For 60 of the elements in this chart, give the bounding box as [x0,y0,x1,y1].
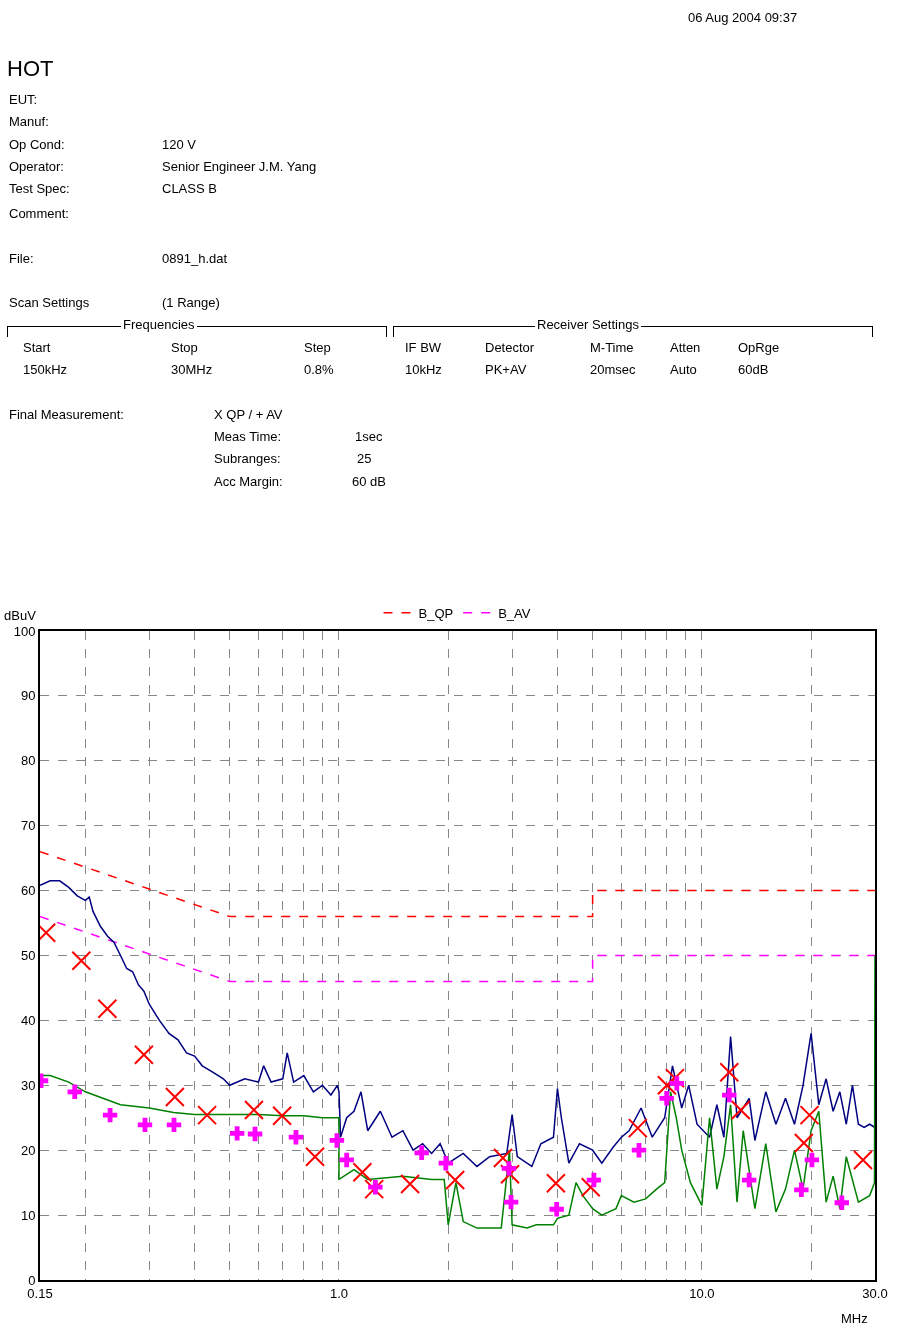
y-tick-label: 0 [28,1272,36,1288]
text: 20msec [588,362,638,377]
text: 25 [355,451,374,466]
text: IF BW [403,340,444,355]
text: Detector [483,340,537,355]
text: Start [21,340,53,355]
text: 1sec [353,429,385,444]
x-tick-label: 30.0 [862,1285,888,1301]
text: 06 Aug 2004 09:37 [686,10,800,25]
text: (1 Range) [160,295,222,310]
text: 60 dB [350,474,388,489]
y-tick-label: 70 [20,818,36,834]
text: 30MHz [169,362,215,377]
y-tick-label: 60 [20,883,36,899]
text: Atten [668,340,703,355]
y-tick-label: 100 [13,623,36,639]
x-tick-label: 1.0 [329,1285,349,1301]
y-tick-label: 10 [20,1207,36,1223]
text: Senior Engineer J.M. Yang [160,159,319,174]
text: Op Cond: [7,137,67,152]
legend-label: B_QP [418,605,454,621]
text: M-Time [588,340,636,355]
text: 0891_h.dat [160,251,230,266]
text: Receiver Settings [535,317,641,332]
x-tick-label: 0.15 [27,1285,53,1301]
chart-title: HOT [7,56,54,82]
y-tick-label: 40 [20,1012,36,1028]
text: Manuf: [7,114,51,129]
text: Scan Settings [7,295,92,310]
text: Operator: [7,159,66,174]
text: 0.8% [302,362,336,377]
y-tick-label: 90 [20,688,36,704]
x-axis-title: MHz [841,1311,868,1326]
text: 60dB [736,362,771,377]
text: CLASS B [160,181,219,196]
text: Stop [169,340,200,355]
text: Frequencies [121,317,197,332]
text: Step [302,340,333,355]
y-axis-title: dBuV [4,608,37,623]
text: EUT: [7,92,40,107]
text: Final Measurement: [7,407,126,422]
text: Acc Margin: [212,474,285,489]
text: Test Spec: [7,181,72,196]
text: 150kHz [21,362,70,377]
text: Meas Time: [212,429,284,444]
text: 120 V [160,137,198,152]
text: X QP / + AV [212,407,285,422]
text: Auto [668,362,699,377]
x-tick-label: 10.0 [689,1285,715,1301]
y-tick-label: 20 [20,1142,36,1158]
text: File: [7,251,36,266]
y-tick-label: 80 [20,753,36,769]
text: Comment: [7,206,71,221]
y-tick-label: 50 [20,948,36,964]
text: 10kHz [403,362,444,377]
text: OpRge [736,340,782,355]
y-tick-label: 30 [20,1077,36,1093]
text: PK+AV [483,362,529,377]
legend-label: B_AV [498,605,531,621]
text: Subranges: [212,451,283,466]
